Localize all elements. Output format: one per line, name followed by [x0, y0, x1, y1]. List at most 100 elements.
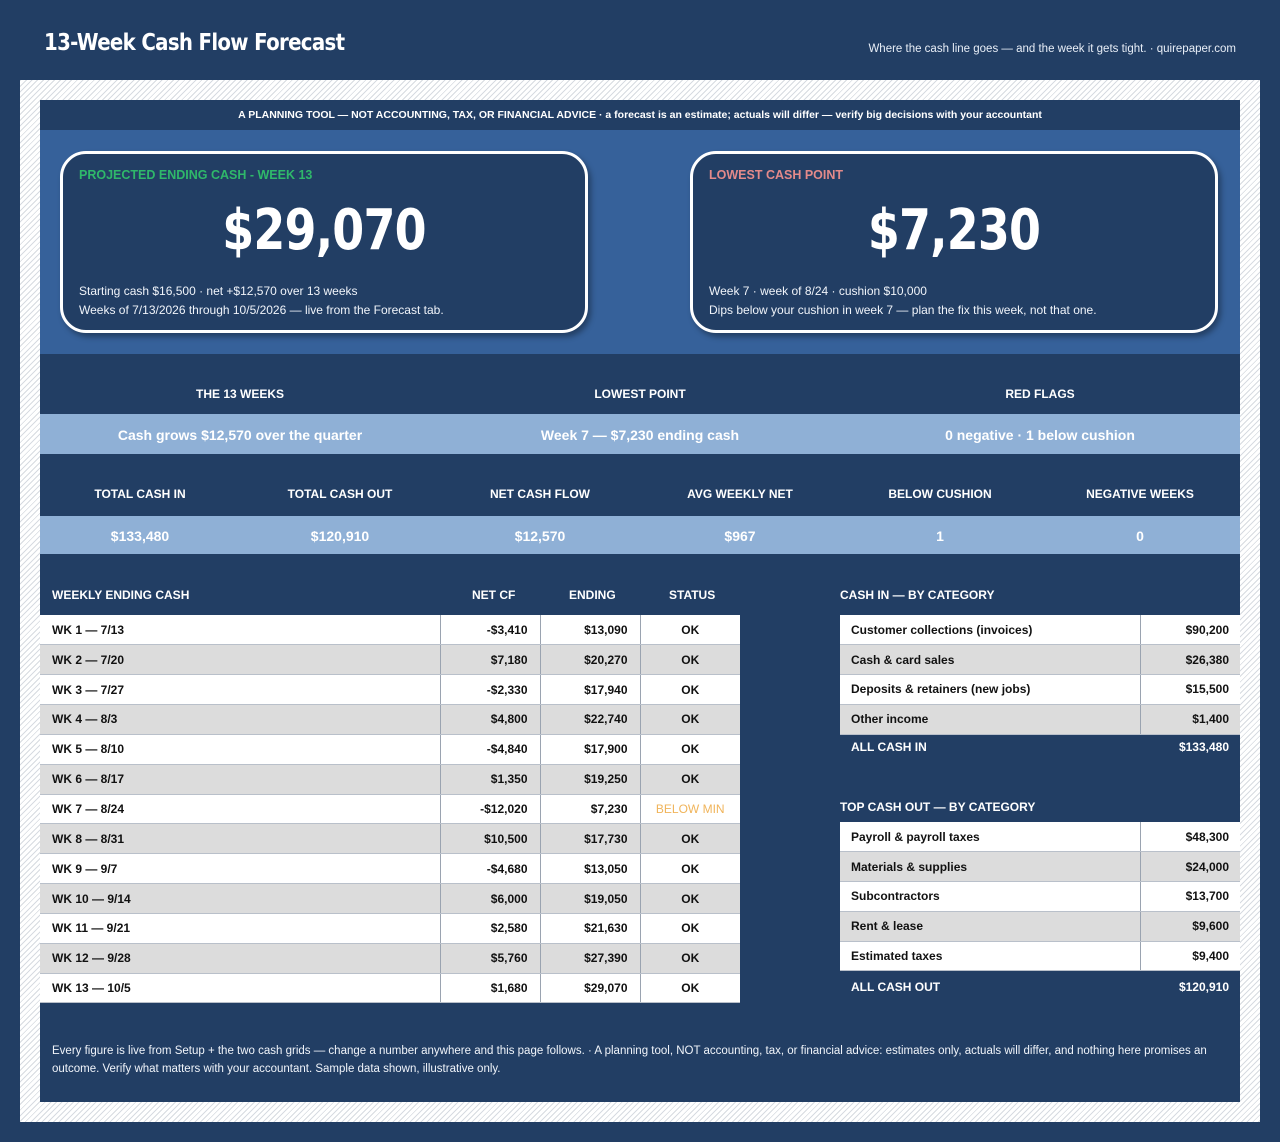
lowest-cash-note: Dips below your cushion in week 7 — plan… [709, 303, 1097, 317]
status-badge: OK [640, 883, 740, 914]
ending-cell: $19,050 [540, 883, 641, 914]
status-badge: OK [640, 823, 740, 855]
ending-cash-card: PROJECTED ENDING CASH - WEEK 13 $29,070 … [60, 151, 588, 333]
cash-in-title: CASH IN — BY CATEGORY [840, 588, 995, 602]
dashboard-sheet: A PLANNING TOOL — NOT ACCOUNTING, TAX, O… [40, 100, 1240, 1102]
week-label: WK 11 — 9/21 [40, 913, 441, 944]
lowest-cash-value: $7,230 [867, 198, 1041, 263]
col-header-status: STATUS [669, 588, 716, 602]
status-badge: BELOW MIN [640, 794, 740, 825]
net-cf-cell: $6,000 [440, 883, 541, 914]
week-label: WK 5 — 8/10 [40, 734, 441, 765]
net-cf-cell: -$4,840 [440, 734, 541, 765]
ending-cell: $7,230 [540, 794, 641, 825]
status-badge: OK [640, 704, 740, 735]
kpi-value: $12,570 [514, 528, 566, 544]
table-row: Customer collections (invoices) $90,200 [840, 615, 1240, 646]
ending-cell: $13,090 [540, 615, 641, 646]
category-amount: $26,380 [1140, 644, 1240, 676]
page-tagline: Where the cash line goes — and the week … [868, 43, 1236, 55]
status-badge: OK [640, 913, 740, 944]
table-row: WK 12 — 9/28 $5,760 $27,390 OK [40, 943, 740, 974]
ending-cell: $27,390 [540, 943, 641, 974]
table-row: WK 5 — 8/10 -$4,840 $17,900 OK [40, 734, 740, 765]
net-cf-cell: $7,180 [440, 644, 541, 676]
ending-cell: $20,270 [540, 644, 641, 676]
lowest-cash-detail: Week 7 · week of 8/24 · cushion $10,000 [709, 284, 927, 298]
net-cf-cell: $1,350 [440, 764, 541, 795]
week-label: WK 3 — 7/27 [40, 674, 441, 706]
table-row: Estimated taxes $9,400 [840, 941, 1240, 972]
week-label: WK 9 — 9/7 [40, 853, 441, 885]
ending-cash-label: PROJECTED ENDING CASH - WEEK 13 [79, 168, 313, 182]
table-row: WK 9 — 9/7 -$4,680 $13,050 OK [40, 853, 740, 885]
status-badge: OK [640, 674, 740, 706]
summary-header-row: THE 13 WEEKS LOWEST POINT RED FLAGS [40, 354, 1240, 414]
kpi-value: 0 [1136, 528, 1144, 544]
kpi-header-row: TOTAL CASH IN TOTAL CASH OUT NET CASH FL… [40, 454, 1240, 516]
page-title: 13-Week Cash Flow Forecast [44, 30, 345, 56]
table-row: WK 7 — 8/24 -$12,020 $7,230 BELOW MIN [40, 794, 740, 825]
status-badge: OK [640, 943, 740, 974]
summary-value: 0 negative · 1 below cushion [945, 427, 1135, 443]
status-badge: OK [640, 644, 740, 676]
table-row: Rent & lease $9,600 [840, 911, 1240, 942]
week-label: WK 4 — 8/3 [40, 704, 441, 735]
cash-in-total-value: $133,480 [1178, 740, 1229, 754]
status-badge: OK [640, 615, 740, 646]
category-label: Other income [840, 704, 1141, 735]
week-label: WK 8 — 8/31 [40, 823, 441, 855]
kpi-header: NET CASH FLOW [490, 487, 590, 501]
status-badge: OK [640, 734, 740, 765]
table-row: WK 13 — 10/5 $1,680 $29,070 OK [40, 973, 740, 1004]
hero-panel: PROJECTED ENDING CASH - WEEK 13 $29,070 … [40, 130, 1240, 354]
category-label: Estimated taxes [840, 941, 1141, 972]
category-label: Payroll & payroll taxes [840, 822, 1141, 853]
table-row: WK 1 — 7/13 -$3,410 $13,090 OK [40, 615, 740, 646]
category-amount: $9,400 [1140, 941, 1240, 972]
week-label: WK 7 — 8/24 [40, 794, 441, 825]
lowest-cash-label: LOWEST CASH POINT [709, 168, 844, 182]
table-row: Cash & card sales $26,380 [840, 644, 1240, 676]
kpi-value: $967 [724, 528, 756, 544]
ending-cell: $17,730 [540, 823, 641, 855]
table-row: WK 8 — 8/31 $10,500 $17,730 OK [40, 823, 740, 855]
category-label: Subcontractors [840, 881, 1141, 912]
category-amount: $9,600 [1140, 911, 1240, 942]
week-label: WK 13 — 10/5 [40, 973, 441, 1004]
cash-out-total-label: ALL CASH OUT [851, 980, 941, 994]
kpi-header: TOTAL CASH IN [94, 487, 186, 501]
ending-cash-detail: Starting cash $16,500 · net +$12,570 ove… [79, 284, 358, 298]
week-label: WK 6 — 8/17 [40, 764, 441, 795]
table-row: WK 10 — 9/14 $6,000 $19,050 OK [40, 883, 740, 914]
category-label: Rent & lease [840, 911, 1141, 942]
net-cf-cell: -$12,020 [440, 794, 541, 825]
weekly-table-header: WEEKLY ENDING CASH NET CF ENDING STATUS [40, 584, 740, 614]
net-cf-cell: $5,760 [440, 943, 541, 974]
status-badge: OK [640, 764, 740, 795]
summary-header: THE 13 WEEKS [195, 387, 285, 401]
net-cf-cell: $4,800 [440, 704, 541, 735]
week-label: WK 2 — 7/20 [40, 644, 441, 676]
summary-value-row: Cash grows $12,570 over the quarter Week… [40, 414, 1240, 454]
kpi-header: TOTAL CASH OUT [287, 487, 393, 501]
table-row: Other income $1,400 [840, 704, 1240, 735]
category-amount: $15,500 [1140, 674, 1240, 705]
status-badge: OK [640, 973, 740, 1004]
category-label: Customer collections (invoices) [840, 615, 1141, 646]
header-bar: 13-Week Cash Flow Forecast Where the cas… [0, 0, 1280, 80]
cash-in-table: Customer collections (invoices) $90,200 Ca… [840, 615, 1240, 735]
weekly-table-title: WEEKLY ENDING CASH [52, 588, 190, 602]
net-cf-cell: $10,500 [440, 823, 541, 855]
kpi-header: BELOW CUSHION [888, 487, 992, 501]
status-badge: OK [640, 853, 740, 885]
ending-cell: $21,630 [540, 913, 641, 944]
kpi-value: $133,480 [110, 528, 170, 544]
net-cf-cell: $1,680 [440, 973, 541, 1004]
week-label: WK 10 — 9/14 [40, 883, 441, 914]
category-amount: $13,700 [1140, 881, 1240, 912]
cash-in-total-label: ALL CASH IN [851, 740, 927, 754]
category-label: Cash & card sales [840, 644, 1141, 676]
ending-cash-value: $29,070 [222, 198, 426, 263]
cash-out-table: Payroll & payroll taxes $48,300 Materials … [840, 822, 1240, 972]
